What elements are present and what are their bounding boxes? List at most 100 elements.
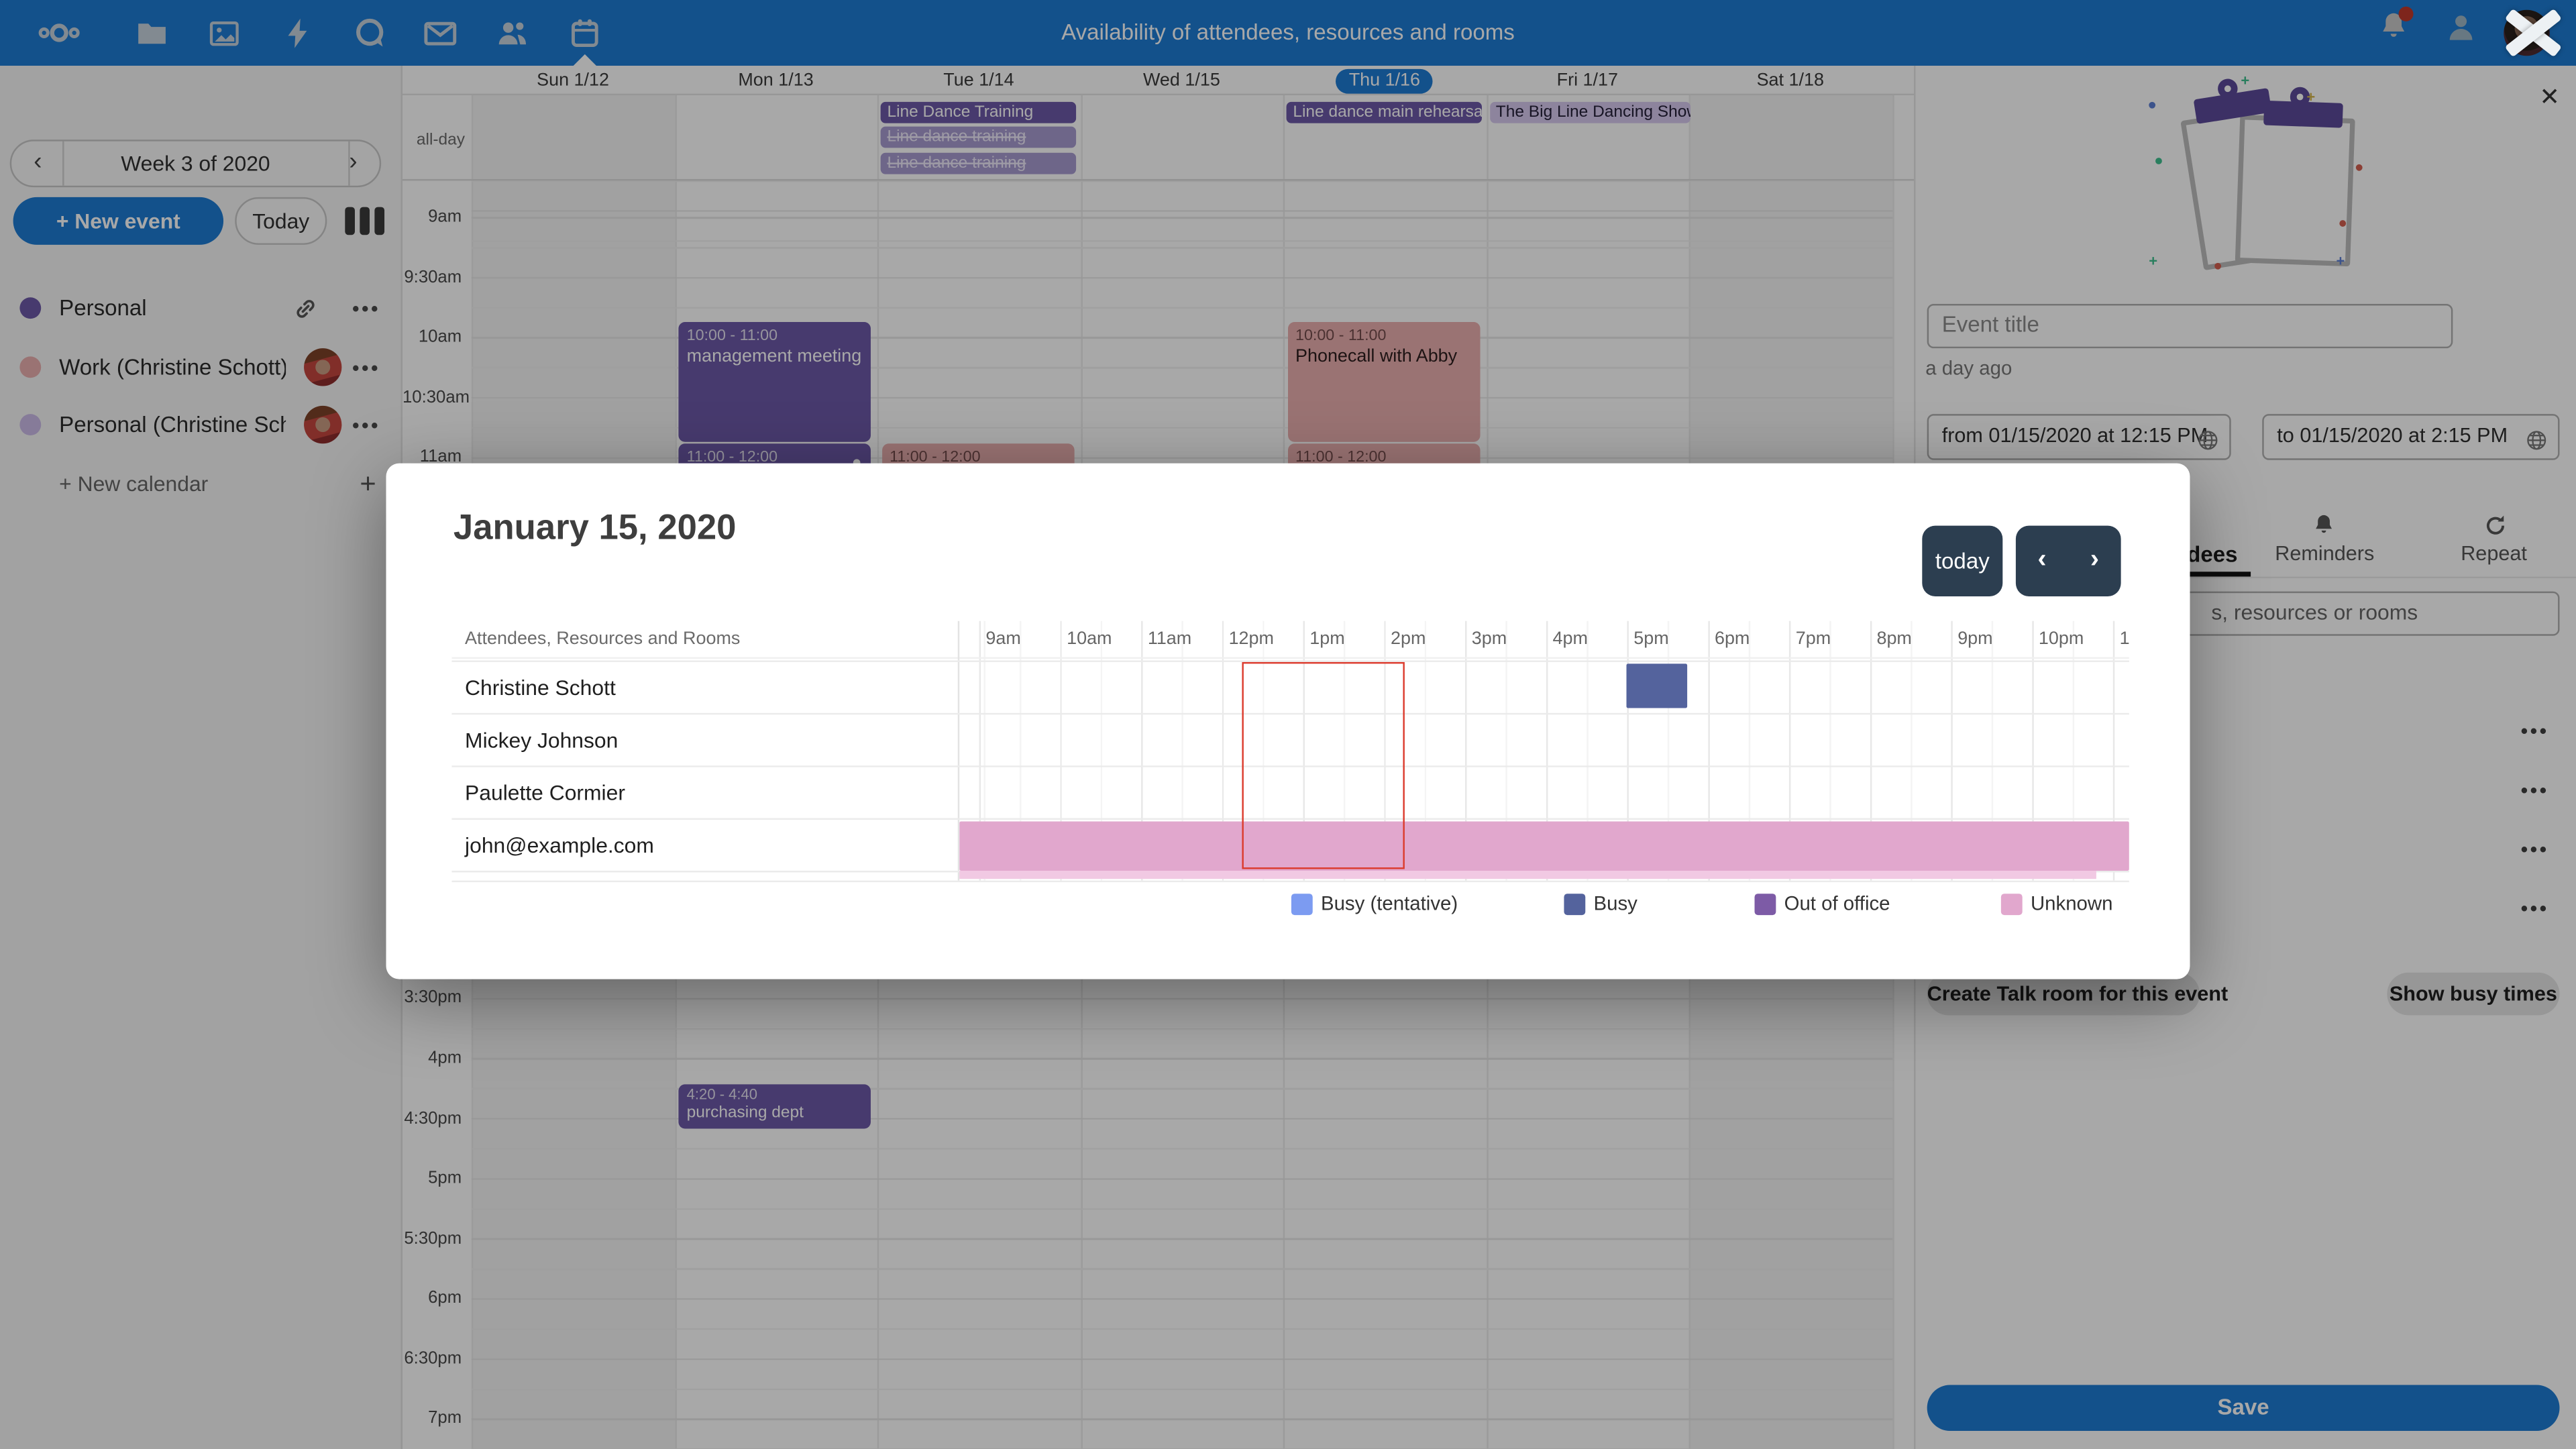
nextcloud-logo[interactable] (38, 13, 80, 53)
prev-day-icon[interactable]: ‹ (2037, 545, 2047, 574)
sidebar-calendar-item[interactable]: Personal ••• (0, 286, 402, 332)
day-header[interactable]: Sat 1/18 (1756, 70, 1824, 91)
today-button[interactable]: Today (235, 197, 327, 245)
attendee-row-menu-button[interactable]: ••• (2520, 837, 2549, 861)
allday-event[interactable]: The Big Line Dancing Show (1489, 101, 1690, 123)
new-event-button[interactable]: + New event (13, 197, 224, 245)
files-icon[interactable] (129, 13, 172, 53)
attendee-row[interactable]: Paulette Cormier (451, 765, 2129, 818)
notifications-bell-icon[interactable] (2377, 6, 2414, 51)
legend-swatch (1291, 893, 1313, 914)
attendee-name: john@example.com (465, 833, 654, 858)
day-header[interactable]: Tue 1/14 (943, 70, 1014, 91)
plus-icon[interactable]: + (360, 468, 376, 500)
day-header[interactable]: Mon 1/13 (738, 70, 814, 91)
allday-event[interactable]: Line dance training (880, 127, 1077, 149)
week-navigation[interactable]: ‹ Week 3 of 2020 › (9, 140, 382, 188)
modal-hour-label: 1pm (1309, 629, 1345, 649)
attendee-row-menu-button[interactable]: ••• (2520, 778, 2549, 802)
next-week-icon[interactable]: › (349, 148, 358, 176)
allday-event[interactable]: Line dance main rehearsal (1286, 101, 1482, 123)
sidebar-calendar-item[interactable]: Personal (Christine Scho… ••• (0, 403, 402, 449)
event-title-placeholder: Event title (1941, 312, 2039, 337)
allday-event[interactable]: Line dance training (880, 152, 1077, 174)
photos-icon[interactable] (202, 13, 245, 53)
unknown-availability-overflow (959, 870, 2096, 879)
end-datetime-field[interactable]: to 01/15/2020 at 2:15 PM (2262, 414, 2560, 460)
timezone-globe-icon[interactable] (2196, 425, 2219, 466)
close-icon[interactable]: ✕ (2539, 83, 2561, 112)
allday-event[interactable]: Line Dance Training (880, 101, 1077, 123)
new-calendar-item[interactable]: + New calendar + (0, 462, 402, 508)
time-gutter-label: 9:30am (404, 267, 462, 287)
day-header[interactable]: Thu 1/16 (1283, 66, 1486, 95)
attendee-row[interactable]: Christine Schott (451, 660, 2129, 712)
bell-icon (2312, 513, 2338, 539)
calendar-name[interactable]: Personal (59, 295, 147, 321)
sidebar-calendar-item[interactable]: Work (Christine Schott) ••• (0, 345, 402, 391)
create-talk-room-button[interactable]: Create Talk room for this event (1927, 972, 2228, 1016)
time-gutter-label: 10am (418, 327, 462, 347)
day-header[interactable]: Sun 1/12 (537, 70, 609, 91)
modal-hour-label: 5pm (1633, 629, 1669, 649)
modal-hour-label: 9pm (1957, 629, 1993, 649)
attendee-name: Mickey Johnson (465, 727, 619, 753)
calendar-icon[interactable] (564, 13, 606, 53)
event-title: management meeting (686, 346, 862, 366)
left-sidebar: ‹ Week 3 of 2020 › + New event Today Per… (0, 65, 403, 1449)
calendar-event[interactable]: 10:00 - 11:00 management meeting (678, 322, 871, 442)
share-link-icon[interactable] (292, 296, 319, 330)
notification-badge (2398, 6, 2414, 21)
show-busy-times-button[interactable]: Show busy times (2387, 972, 2560, 1016)
last-modified: a day ago (1925, 356, 2012, 380)
event-title-input[interactable]: Event title (1927, 304, 2453, 349)
owner-avatar (304, 406, 342, 445)
activity-icon[interactable] (276, 13, 319, 53)
day-header[interactable]: Fri 1/17 (1556, 70, 1618, 91)
top-bar: Availability of attendees, resources and… (0, 0, 2576, 66)
new-calendar-label[interactable]: + New calendar (59, 471, 209, 496)
modal-hour-label: 9am (985, 629, 1021, 649)
tab-repeat[interactable]: Repeat (2461, 542, 2527, 566)
legend-label: Unknown (2030, 892, 2113, 916)
attendee-row-menu-button[interactable]: ••• (2520, 719, 2549, 743)
allday-label: all-day (416, 131, 466, 150)
calendar-name[interactable]: Personal (Christine Scho… (59, 413, 286, 438)
modal-today-button[interactable]: today (1922, 525, 2003, 596)
calendar-menu-button[interactable]: ••• (352, 356, 381, 379)
save-button[interactable]: Save (1927, 1385, 2560, 1432)
modal-hour-label: 12pm (1228, 629, 1274, 649)
modal-hour-label: 3pm (1471, 629, 1507, 649)
modal-hour-label: 2pm (1391, 629, 1426, 649)
start-datetime-field[interactable]: from 01/15/2020 at 12:15 PM (1927, 414, 2231, 460)
prev-week-icon[interactable]: ‹ (34, 148, 42, 176)
view-switcher-icon[interactable] (345, 207, 385, 235)
time-gutter-label: 6:30pm (404, 1348, 462, 1368)
modal-hour-label: 10am (1067, 629, 1112, 649)
x-cursor-icon (2500, 3, 2566, 62)
time-gutter-label: 5pm (428, 1168, 462, 1188)
legend-label: Busy (tentative) (1320, 892, 1458, 916)
divider (1915, 576, 2576, 579)
talk-icon[interactable] (348, 13, 391, 53)
calendar-event[interactable]: 4:20 - 4:40 purchasing dept (678, 1084, 871, 1129)
calendar-menu-button[interactable]: ••• (352, 297, 381, 321)
calendar-event[interactable]: 10:00 - 11:00 Phonecall with Abby (1287, 322, 1480, 442)
calendar-name[interactable]: Work (Christine Schott) (59, 354, 286, 379)
divider (451, 880, 2129, 883)
attendee-name: Christine Schott (465, 675, 616, 700)
contacts-menu-icon[interactable] (2443, 10, 2479, 54)
attendee-row[interactable]: Mickey Johnson (451, 712, 2129, 765)
attendee-search-placeholder: s, resources or rooms (2211, 599, 2418, 625)
timezone-globe-icon[interactable] (2525, 425, 2548, 466)
mail-icon[interactable] (419, 13, 462, 53)
week-label[interactable]: Week 3 of 2020 (121, 151, 270, 176)
calendar-menu-button[interactable]: ••• (352, 415, 381, 438)
day-header[interactable]: Wed 1/15 (1142, 70, 1220, 91)
next-day-icon[interactable]: › (2090, 545, 2099, 574)
attendee-row-menu-button[interactable]: ••• (2520, 897, 2549, 920)
contacts-icon[interactable] (491, 13, 534, 53)
attendee-row[interactable]: john@example.com (451, 818, 2129, 871)
selected-timerange-outline[interactable] (1242, 661, 1405, 869)
tab-reminders[interactable]: Reminders (2275, 542, 2375, 566)
